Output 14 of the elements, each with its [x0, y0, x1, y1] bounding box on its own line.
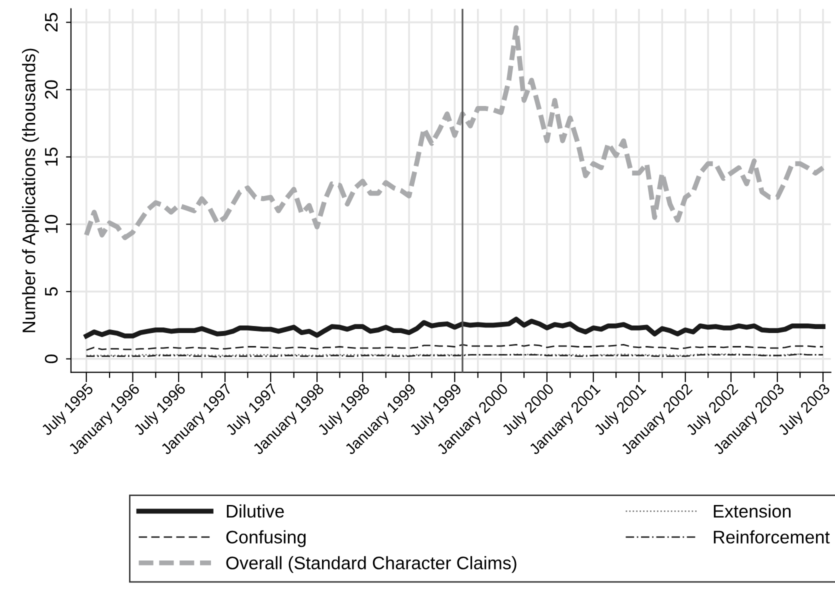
y-tick-label: 20 — [44, 80, 58, 99]
legend-label: Extension — [714, 504, 791, 518]
legend-label: Confusing — [226, 530, 306, 548]
y-tick-label: 5 — [45, 287, 58, 296]
y-tick-label: 10 — [44, 214, 58, 233]
y-axis-title: Number of Applications (thousands) — [22, 48, 39, 332]
legend-label: Overall (Standard Character Claims) — [226, 556, 516, 573]
line-series — [84, 316, 826, 338]
y-tick-label: 15 — [45, 148, 58, 166]
legend-label: Dilutive — [226, 504, 284, 518]
legend-label: Reinforcement — [714, 530, 830, 544]
y-tick-label: 25 — [44, 13, 58, 32]
line-series — [84, 25, 826, 240]
y-tick-label: 0 — [44, 354, 58, 364]
